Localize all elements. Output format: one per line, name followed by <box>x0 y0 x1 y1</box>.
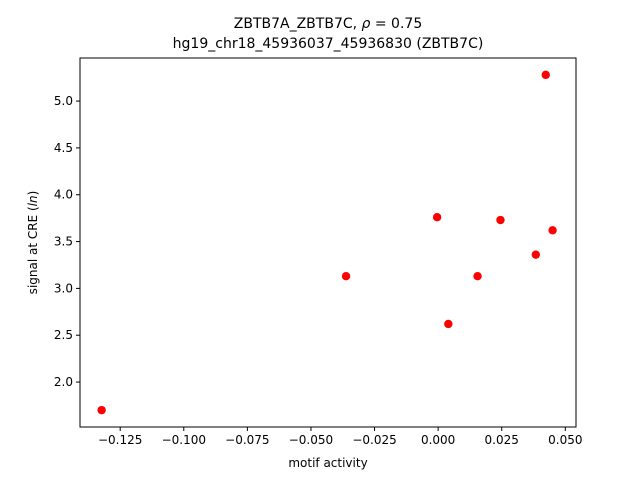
data-point <box>444 319 453 329</box>
y-axis-label: signal at CRE (ln) <box>26 191 40 295</box>
points-layer <box>97 70 557 415</box>
chart-subtitle: hg19_chr18_45936037_45936830 (ZBTB7C) <box>173 36 484 52</box>
data-point <box>548 226 557 235</box>
x-tick-label: −0.050 <box>289 433 333 447</box>
y-tick-label: 4.0 <box>54 188 73 202</box>
x-tick-label: 0.025 <box>485 433 519 447</box>
plot-area <box>80 58 576 427</box>
y-axis-ticks: 2.0 2.5 3.0 3.5 4.0 4.5 5.0 <box>54 94 80 389</box>
data-point <box>541 70 550 80</box>
x-tick-label: −0.125 <box>98 433 142 447</box>
y-tick-label: 5.0 <box>54 94 73 108</box>
x-tick-label: 0.000 <box>421 433 455 447</box>
y-tick-label: 3.0 <box>54 281 73 295</box>
y-tick-label: 4.5 <box>54 141 73 155</box>
data-point <box>473 272 482 281</box>
x-tick-label: −0.100 <box>162 433 206 447</box>
x-tick-label: −0.025 <box>352 433 396 447</box>
x-tick-label: −0.075 <box>225 433 269 447</box>
data-point <box>97 405 106 415</box>
chart-title: ZBTB7A_ZBTB7C, ρ = 0.75 <box>234 16 422 32</box>
x-axis-ticks: −0.125 −0.100 −0.075 −0.050 −0.025 0.000 0.025… <box>98 427 582 447</box>
y-tick-label: 2.5 <box>54 328 73 342</box>
x-axis-label: motif activity <box>288 456 367 470</box>
x-tick-label: 0.050 <box>548 433 582 447</box>
data-point <box>531 250 541 259</box>
data-point <box>341 272 351 281</box>
y-tick-label: 3.5 <box>54 235 73 249</box>
y-tick-label: 2.0 <box>54 375 73 389</box>
plot-frame <box>79 57 577 428</box>
data-point <box>496 215 505 225</box>
data-point <box>432 213 442 222</box>
